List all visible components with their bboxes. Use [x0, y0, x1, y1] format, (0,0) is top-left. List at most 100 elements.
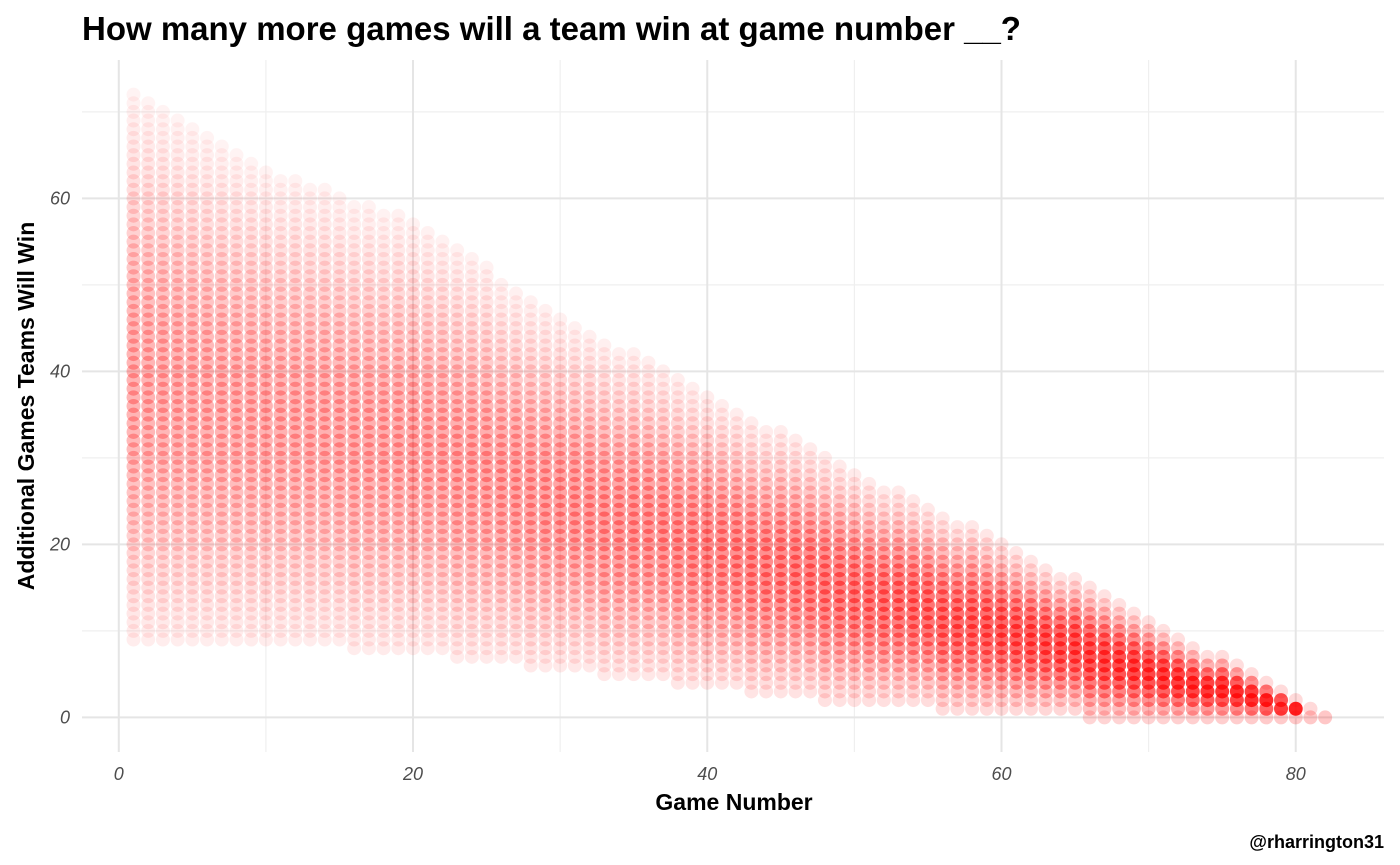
data-point: [376, 321, 391, 336]
data-point: [1009, 563, 1024, 578]
data-point: [170, 580, 185, 595]
data-point: [611, 667, 626, 682]
data-point: [553, 511, 568, 526]
data-point: [1126, 701, 1141, 716]
data-point: [582, 355, 597, 370]
data-point: [788, 589, 803, 604]
data-point: [126, 494, 141, 509]
data-point: [229, 329, 244, 344]
data-point: [244, 182, 259, 197]
data-point: [641, 485, 656, 500]
data-point: [979, 693, 994, 708]
data-point: [1244, 675, 1259, 690]
data-point: [406, 476, 421, 491]
data-point: [847, 537, 862, 552]
data-point: [332, 589, 347, 604]
data-point: [391, 251, 406, 266]
data-point: [361, 572, 376, 586]
data-point: [126, 347, 141, 362]
data-point: [641, 476, 656, 491]
data-point: [847, 546, 862, 561]
data-point: [317, 424, 332, 439]
data-point: [876, 623, 891, 638]
data-point: [773, 572, 788, 586]
data-point: [935, 537, 950, 552]
data-point: [420, 329, 435, 344]
data-point: [1126, 710, 1141, 725]
data-point: [391, 329, 406, 344]
data-point: [376, 485, 391, 500]
data-point: [170, 260, 185, 275]
data-point: [538, 312, 553, 327]
data-point: [155, 546, 170, 561]
data-point: [126, 485, 141, 500]
data-point: [509, 390, 523, 405]
data-point: [332, 321, 347, 336]
data-point: [965, 675, 980, 690]
data-point: [229, 148, 244, 163]
data-point: [582, 433, 597, 448]
data-point: [494, 321, 509, 336]
data-point: [479, 632, 494, 647]
data-point: [273, 381, 288, 396]
data-point: [200, 347, 215, 362]
data-point: [200, 554, 215, 569]
data-point: [288, 442, 303, 457]
data-point: [1023, 606, 1038, 621]
data-point: [170, 485, 185, 500]
data-point: [391, 399, 406, 413]
data-point: [1068, 615, 1083, 630]
data-point: [464, 295, 479, 310]
data-point: [626, 502, 641, 517]
data-point: [303, 623, 318, 638]
data-point: [361, 537, 376, 552]
data-point: [214, 494, 229, 509]
data-point: [288, 563, 303, 578]
data-point: [744, 554, 759, 569]
data-point: [494, 355, 509, 370]
data-point: [170, 442, 185, 457]
data-point: [406, 312, 421, 327]
data-point: [317, 243, 332, 258]
data-point: [862, 649, 877, 664]
data-point: [200, 321, 215, 336]
data-point: [361, 589, 376, 604]
data-point: [494, 312, 509, 327]
data-point: [759, 450, 774, 465]
data-point: [332, 416, 347, 431]
data-point: [773, 649, 788, 664]
data-point: [273, 537, 288, 552]
data-point: [1259, 675, 1274, 690]
data-point: [126, 329, 141, 344]
data-point: [670, 554, 685, 569]
data-point: [317, 234, 332, 249]
data-point: [597, 502, 612, 517]
data-point: [538, 407, 553, 422]
data-point: [258, 537, 273, 552]
data-point: [376, 554, 391, 569]
data-point: [214, 303, 229, 318]
data-point: [494, 641, 509, 656]
data-point: [862, 494, 877, 509]
data-point: [817, 563, 832, 578]
data-point: [214, 502, 229, 517]
data-point: [685, 399, 700, 413]
data-point: [420, 399, 435, 413]
data-point: [626, 572, 641, 586]
data-point: [1126, 606, 1141, 621]
data-point: [670, 658, 685, 673]
data-point: [1053, 675, 1068, 690]
data-point: [817, 606, 832, 621]
data-point: [553, 407, 568, 422]
data-point: [847, 528, 862, 543]
data-point: [141, 373, 156, 388]
data-point: [597, 416, 612, 431]
data-point: [523, 321, 538, 336]
data-point: [258, 303, 273, 318]
data-point: [538, 390, 553, 405]
data-point: [906, 528, 921, 543]
data-point: [817, 520, 832, 535]
data-point: [200, 485, 215, 500]
data-point: [759, 615, 774, 630]
data-point: [700, 572, 715, 586]
